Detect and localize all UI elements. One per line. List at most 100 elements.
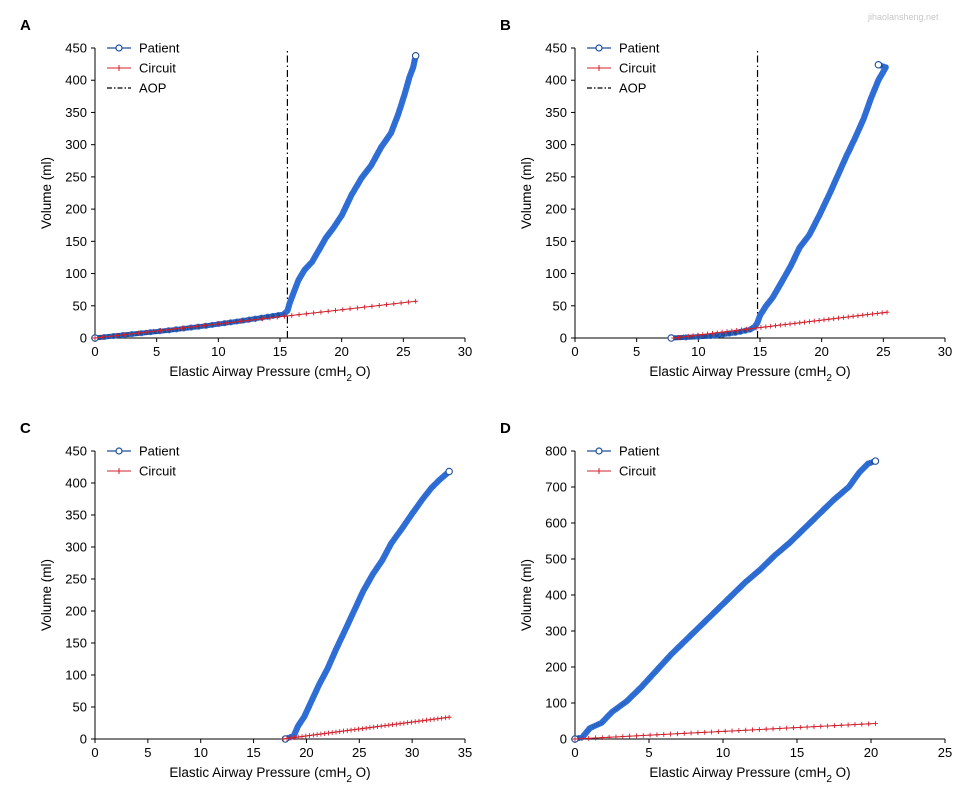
circuit-point (756, 727, 762, 732)
circuit-point (231, 319, 236, 325)
circuit-point (702, 729, 708, 735)
y-tick-label: 250 (65, 572, 87, 587)
circuit-point (700, 332, 706, 337)
circuit-point (873, 721, 878, 726)
circuit-point (613, 734, 619, 740)
x-tick-label: 5 (144, 745, 151, 760)
circuit-point (391, 301, 397, 307)
circuit-point (341, 728, 346, 734)
circuit-point (401, 720, 407, 726)
circuit-point (337, 729, 343, 734)
x-tick-label: 25 (352, 745, 366, 760)
y-tick-label: 150 (545, 234, 567, 249)
circuit-point (180, 325, 185, 331)
x-tick-label: 15 (246, 745, 260, 760)
circuit-point (129, 331, 134, 337)
patient-point (445, 467, 453, 476)
circuit-point (832, 723, 837, 729)
circuit-point (369, 303, 375, 309)
y-tick-label: 400 (545, 73, 567, 88)
circuit-point (194, 323, 200, 329)
legend-label: Circuit (139, 61, 176, 76)
circuit-point (311, 310, 317, 316)
legend-label: Patient (139, 41, 180, 56)
x-tick-label: 15 (273, 344, 287, 359)
y-tick-label: 800 (545, 444, 567, 459)
circuit-point (314, 732, 320, 737)
circuit-point (750, 727, 755, 733)
circuit-point (874, 310, 880, 316)
patient-trace (668, 62, 889, 341)
y-tick-label: 200 (65, 604, 87, 619)
circuit-point (579, 736, 585, 742)
circuit-point (299, 734, 305, 739)
circuit-point (292, 735, 297, 740)
circuit-point (446, 714, 452, 720)
x-tick-label: 10 (193, 745, 207, 760)
circuit-point (405, 299, 411, 305)
panel-label: C (20, 420, 31, 437)
circuit-point (356, 726, 362, 732)
y-tick-label: 100 (65, 266, 87, 281)
circuit-point (714, 330, 720, 336)
circuit-point (690, 333, 696, 339)
circuit-point (267, 315, 273, 321)
y-tick-label: 450 (65, 41, 87, 56)
legend-label: Patient (619, 41, 660, 56)
circuit-point (150, 328, 156, 334)
circuit-point (92, 335, 98, 341)
legend-label: Circuit (619, 464, 656, 479)
patient-point (874, 61, 883, 69)
series-circuit (671, 309, 890, 341)
circuit-point (354, 305, 360, 311)
circuit-point (586, 735, 592, 741)
circuit-point (252, 317, 258, 323)
circuit-point (870, 311, 875, 317)
circuit-point (734, 327, 740, 333)
circuit-point (773, 323, 778, 329)
circuit-point (855, 313, 861, 319)
x-tick-label: 20 (814, 344, 828, 359)
circuit-point (695, 332, 701, 338)
y-tick-label: 350 (545, 105, 567, 120)
circuit-point (748, 326, 754, 332)
circuit-point (763, 324, 769, 330)
circuit-point (303, 733, 309, 739)
circuit-point (172, 326, 178, 332)
y-tick-label: 450 (545, 41, 567, 56)
circuit-point (424, 717, 429, 723)
y-tick-label: 200 (545, 202, 567, 217)
circuit-point (705, 331, 711, 337)
circuit-point (325, 308, 331, 314)
x-tick-label: 0 (571, 745, 578, 760)
circuit-point (375, 724, 380, 730)
legend-marker-circuit (116, 468, 122, 474)
circuit-point (223, 320, 229, 326)
circuit-point (245, 318, 251, 323)
y-tick-label: 600 (545, 516, 567, 531)
circuit-point (322, 731, 328, 736)
y-tick-label: 0 (80, 732, 87, 747)
y-tick-label: 500 (545, 552, 567, 567)
x-tick-label: 30 (938, 344, 952, 359)
circuit-point (845, 722, 851, 728)
circuit-point (826, 316, 832, 322)
legend-marker-patient (595, 44, 603, 52)
x-tick-label: 0 (571, 344, 578, 359)
circuit-point (763, 726, 769, 732)
x-tick-label: 20 (334, 344, 348, 359)
legend: Patient Circuit (107, 444, 180, 479)
circuit-point (348, 727, 354, 733)
legend-label: Circuit (139, 464, 176, 479)
x-axis-label: Elastic Airway Pressure (cmH2 O) (649, 364, 850, 384)
legend-marker-circuit (116, 65, 122, 71)
y-tick-label: 200 (545, 660, 567, 675)
y-tick-label: 50 (73, 298, 87, 313)
circuit-point (367, 725, 373, 731)
x-tick-label: 35 (458, 745, 472, 760)
circuit-point (409, 719, 414, 725)
circuit-point (114, 333, 120, 338)
x-tick-label: 0 (91, 344, 98, 359)
watermark: jihaolansheng.net (868, 12, 939, 22)
legend: Patient Circuit AOP (587, 41, 660, 96)
